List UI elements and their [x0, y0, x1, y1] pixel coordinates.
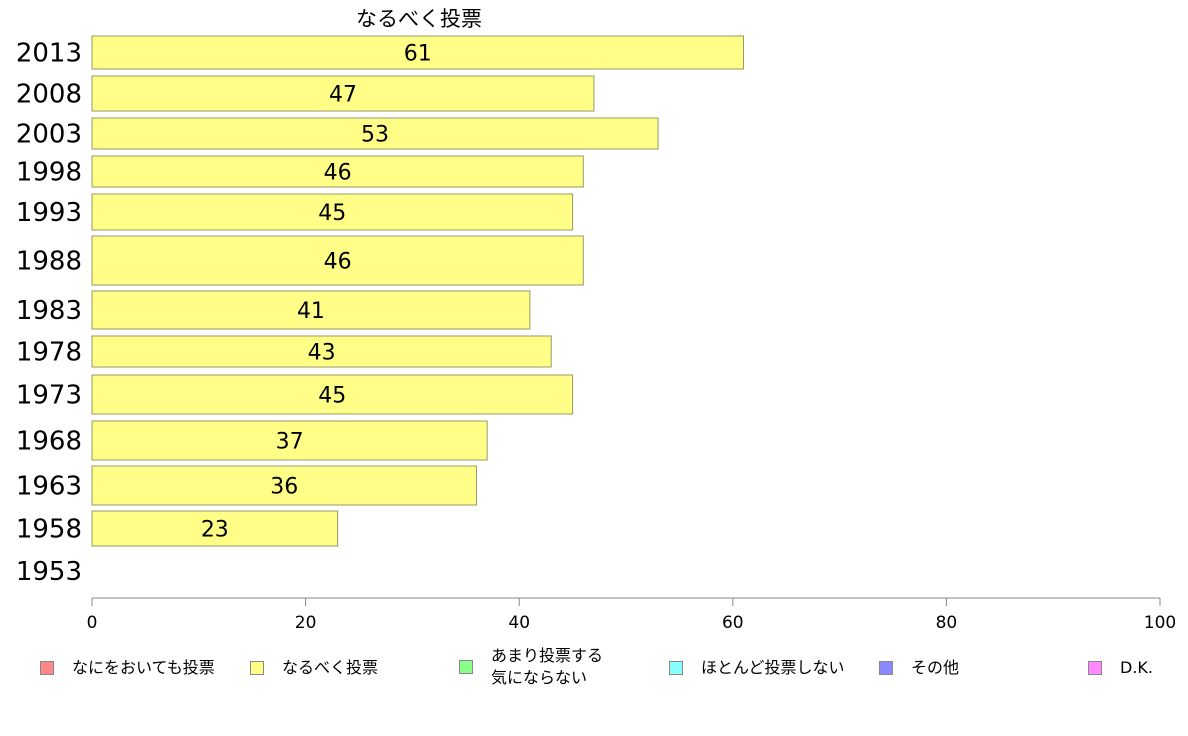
bar-chart: なるべく投票 2013 61 2008 47 2003 53 1998 46 1993 45 198… — [16, 7, 1176, 633]
legend-swatch — [879, 661, 893, 675]
bar-2013 — [91, 35, 744, 70]
legend-swatch — [669, 661, 683, 675]
legend-label-multiline: あまり投票する 気にならない — [491, 645, 603, 689]
category-label-1968: 1968 — [16, 427, 82, 457]
bar-1963 — [91, 465, 477, 506]
legend: なにをおいても投票 なるべく投票 あまり投票する 気にならない ほとんど投票しな… — [0, 645, 1188, 695]
bar-value-label-2008: 47 — [329, 83, 357, 108]
legend-label: なるべく投票 — [282, 658, 379, 677]
legend-item-sonota: その他 — [879, 657, 959, 679]
bars-layer: 2013 61 2008 47 2003 53 1998 46 1993 45 1988 46 1983… — [16, 35, 744, 587]
bar-value-label-1958: 23 — [201, 518, 229, 543]
legend-item-nanio: なにをおいても投票 — [40, 657, 215, 679]
bar-1958 — [91, 510, 339, 547]
bar-value-label-2013: 61 — [404, 42, 432, 67]
bar-value-label-1993: 45 — [318, 201, 346, 226]
bar-value-label-1963: 36 — [270, 475, 298, 500]
bar-value-label-1978: 43 — [308, 341, 336, 366]
legend-swatch — [40, 661, 54, 675]
category-label-1993: 1993 — [16, 198, 82, 228]
bar-1968 — [91, 420, 488, 461]
bar-value-label-1973: 45 — [318, 384, 346, 409]
bar-1973 — [91, 374, 574, 415]
bar-value-label-1988: 46 — [324, 250, 352, 275]
bar-1983 — [91, 290, 531, 330]
legend-label: ほとんど投票しない — [701, 658, 845, 677]
legend-item-dk: D.K. — [1088, 657, 1153, 679]
legend-label-line1: あまり投票する — [491, 646, 604, 665]
legend-label: D.K. — [1120, 658, 1153, 677]
chart-title: なるべく投票 — [356, 7, 482, 31]
bar-2003 — [91, 117, 659, 150]
x-tick-label-0: 0 — [87, 613, 98, 633]
category-label-1958: 1958 — [16, 515, 82, 545]
x-tick-label-40: 40 — [508, 613, 530, 633]
x-tick-label-60: 60 — [722, 613, 744, 633]
legend-item-amari: あまり投票する 気にならない — [459, 645, 603, 689]
bar-2008 — [91, 75, 595, 112]
legend-label: なにをおいても投票 — [72, 658, 215, 677]
category-label-2008: 2008 — [16, 80, 82, 110]
category-label-1998: 1998 — [16, 158, 82, 188]
category-label-1963: 1963 — [16, 472, 82, 502]
legend-swatch — [250, 661, 264, 675]
legend-label-line2: 気にならない — [491, 668, 588, 687]
category-label-1953: 1953 — [16, 557, 82, 587]
legend-swatch — [459, 660, 473, 674]
legend-item-hotondo: ほとんど投票しない — [669, 657, 845, 679]
category-label-1983: 1983 — [16, 296, 82, 326]
category-label-1973: 1973 — [16, 381, 82, 411]
bar-value-label-1983: 41 — [297, 299, 325, 324]
bar-value-label-2003: 53 — [361, 123, 389, 148]
bar-1993 — [91, 193, 574, 231]
category-label-2013: 2013 — [16, 39, 82, 69]
x-tick-label-100: 100 — [1144, 613, 1176, 633]
legend-item-narubeku: なるべく投票 — [250, 657, 378, 679]
bar-1998 — [91, 155, 584, 188]
bar-value-label-1968: 37 — [276, 430, 304, 455]
category-label-1978: 1978 — [16, 338, 82, 368]
x-tick-label-80: 80 — [936, 613, 958, 633]
legend-label: その他 — [911, 658, 960, 677]
bar-value-label-1998: 46 — [324, 161, 352, 186]
category-label-1988: 1988 — [16, 247, 82, 277]
x-axis: 0 20 40 60 80 100 — [87, 597, 1176, 633]
legend-swatch — [1088, 661, 1102, 675]
category-label-2003: 2003 — [16, 120, 82, 150]
bar-1978 — [91, 335, 552, 368]
bar-1988 — [91, 235, 584, 286]
x-tick-label-20: 20 — [295, 613, 317, 633]
